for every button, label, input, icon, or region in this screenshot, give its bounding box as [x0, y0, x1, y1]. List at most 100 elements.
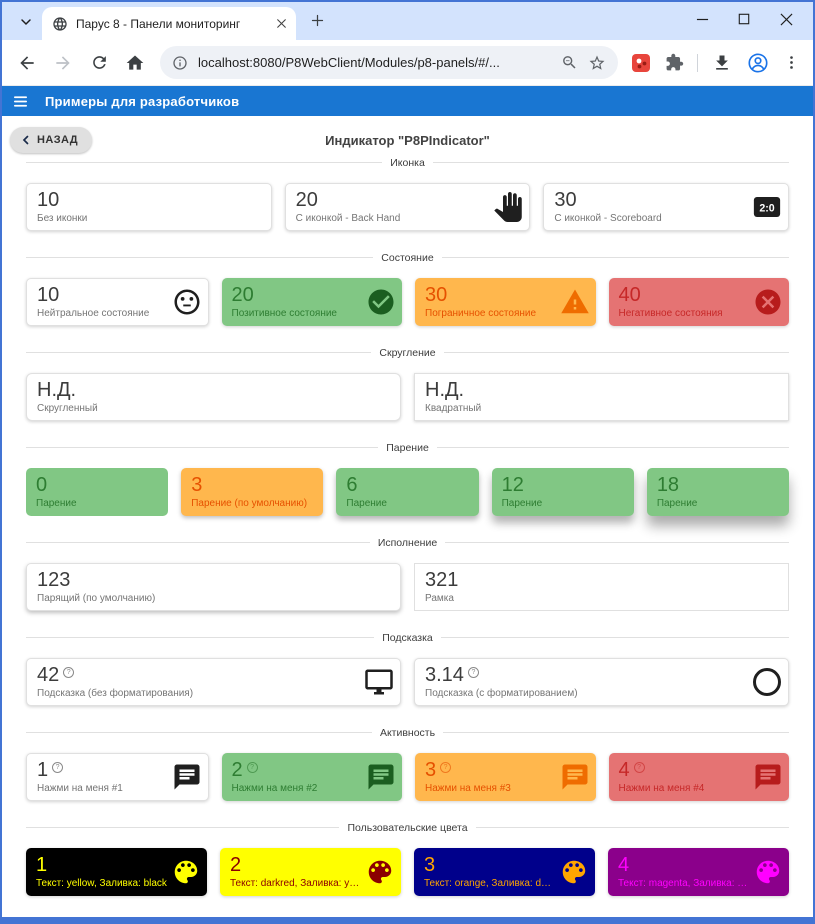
indicator-card: 10 Нейтральное состояние [26, 278, 209, 326]
indicator-card: 42? Подсказка (без форматирования) [26, 658, 401, 706]
divider-line [26, 352, 372, 353]
indicator-card: 18 Парение [646, 468, 790, 516]
extensions-puzzle-icon[interactable] [658, 46, 690, 80]
indicator-card: 123 Парящий (по умолчанию) [26, 563, 401, 611]
maximize-button[interactable] [723, 4, 765, 34]
indicator-label: Нажми на меня #2 [231, 782, 318, 794]
monitor-icon [364, 667, 394, 697]
cards-row: Н.Д. Скругленный Н.Д. Квадратный [26, 373, 789, 421]
section-title: Скругление [379, 346, 436, 359]
divider-line [26, 637, 375, 638]
divider-line [26, 447, 379, 448]
indicator-card: 12 Парение [491, 468, 634, 516]
section: Исполнение 123 Парящий (по умолчанию) 321 Ра… [26, 536, 789, 611]
indicator-label: Нейтральное состояние [37, 307, 150, 319]
tab-search-chevron-icon[interactable] [12, 8, 40, 36]
indicator-label: Подсказка (без форматирования) [37, 687, 194, 699]
tab-close-icon[interactable] [272, 15, 290, 33]
indicator-label: Текст: darkred, Заливка: yellow [230, 877, 361, 889]
section: Подсказка 42? Подсказка (без форматировани… [26, 631, 789, 706]
profile-avatar-icon[interactable] [741, 46, 775, 80]
zoom-out-icon[interactable] [561, 54, 578, 71]
indicator-value: 0 [36, 473, 48, 496]
divider-line [26, 827, 340, 828]
section: Иконка 10 Без иконки 20 С иконкой - Back Han… [26, 156, 790, 231]
section-divider: Активность [26, 726, 790, 739]
indicator-card[interactable]: 2? Нажми на меня #2 [221, 753, 402, 801]
indicator-value: 12 [501, 473, 524, 496]
indicator-value: 6 [346, 473, 358, 496]
divider-line [26, 542, 370, 543]
cards-row: 42? Подсказка (без форматирования) 3.14? По… [26, 658, 789, 706]
indicator-value: 123 [37, 568, 71, 591]
cards-row: 10 Без иконки 20 С иконкой - Back Hand 30 С и… [26, 183, 790, 231]
indicator-value: 3 [191, 473, 203, 496]
app-title: Примеры для разработчиков [45, 93, 240, 109]
indicator-value: 10 [37, 283, 60, 306]
divider-line [436, 447, 790, 448]
indicator-card[interactable]: 3? Нажми на меня #3 [415, 753, 596, 801]
help-icon: ? [440, 761, 452, 773]
close-window-button[interactable] [765, 4, 807, 34]
forward-icon[interactable] [46, 46, 80, 80]
browser-menu-icon[interactable] [777, 46, 805, 80]
indicator-card[interactable]: 4? Нажми на меня #4 [608, 753, 789, 801]
palette-icon [753, 857, 783, 887]
indicator-card[interactable]: 1? Нажми на меня #1 [26, 753, 209, 801]
indicator-card: 20 С иконкой - Back Hand [284, 183, 531, 231]
warning-icon [560, 287, 590, 317]
divider-line [441, 257, 789, 258]
section-divider: Иконка [26, 156, 789, 169]
indicator-card: 0 Парение [26, 468, 169, 516]
back-hand-icon [493, 192, 523, 222]
indicator-label: Нажми на меня #1 [37, 782, 123, 794]
downloads-icon[interactable] [705, 46, 739, 80]
reload-icon[interactable] [82, 46, 116, 80]
home-icon[interactable] [118, 46, 152, 80]
indicator-card: Н.Д. Квадратный [414, 373, 789, 421]
new-tab-button[interactable] [304, 7, 330, 33]
indicator-value: 42 [37, 663, 60, 686]
divider-line [443, 352, 789, 353]
indicator-value: 1 [36, 853, 48, 876]
indicator-value: 321 [425, 568, 459, 591]
extension-red-icon[interactable] [626, 46, 656, 80]
minimize-button[interactable] [681, 4, 723, 34]
tab-title: Парус 8 - Панели мониторинг [76, 16, 241, 31]
indicator-value: 3 [425, 758, 437, 781]
url-text: localhost:8080/P8WebClient/Modules/p8-pa… [198, 55, 500, 70]
bookmark-star-icon[interactable] [588, 54, 606, 72]
cards-row: 1? Нажми на меня #1 2? Нажми на меня #2 3? На… [26, 753, 789, 801]
tab-strip: Парус 8 - Панели мониторинг [2, 2, 813, 40]
back-button[interactable]: НАЗАД [10, 127, 92, 153]
site-info-icon[interactable] [172, 55, 188, 71]
browser-tab[interactable]: Парус 8 - Панели мониторинг [42, 7, 296, 40]
check-circle-icon [366, 287, 396, 317]
indicator-label: Парение [346, 497, 387, 509]
divider-line [445, 542, 789, 543]
back-icon[interactable] [10, 46, 44, 80]
globe-favicon-icon [52, 16, 68, 32]
palette-icon [559, 857, 589, 887]
cards-row: 123 Парящий (по умолчанию) 321 Рамка [26, 563, 789, 611]
address-bar[interactable]: localhost:8080/P8WebClient/Modules/p8-pa… [160, 46, 618, 79]
indicator-label: Текст: yellow, Заливка: black [36, 877, 167, 889]
indicator-label: Парение [501, 497, 543, 509]
divider-line [26, 257, 374, 258]
section-title: Подсказка [382, 631, 433, 644]
indicator-label: Позитивное состояние [231, 307, 338, 319]
section-divider: Скругление [26, 346, 789, 359]
sentiment-neutral-icon [172, 287, 202, 317]
hamburger-menu-icon[interactable] [12, 93, 29, 110]
indicator-label: Скругленный [37, 402, 98, 414]
indicator-label: Парение [656, 497, 698, 509]
section-divider: Парение [26, 441, 790, 454]
section: Активность 1? Нажми на меня #1 2? Нажми на м… [26, 726, 790, 801]
indicator-label: Рамка [425, 592, 454, 604]
section-title: Иконка [390, 156, 425, 169]
indicator-card: 2 Текст: darkred, Заливка: yellow [220, 848, 401, 896]
palette-icon [365, 857, 395, 887]
indicator-label: Без иконки [37, 212, 88, 224]
